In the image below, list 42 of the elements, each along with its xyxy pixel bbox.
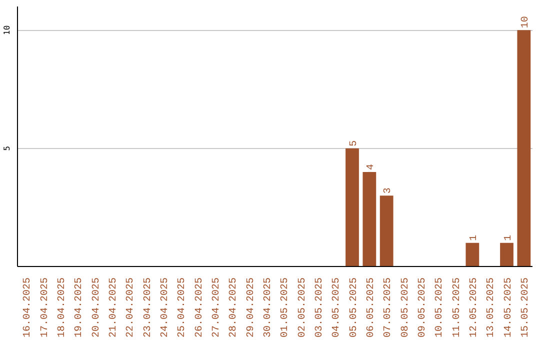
data-label: 5 (348, 140, 360, 146)
bar (380, 196, 394, 266)
x-tick-label: 19.04.2025 (74, 277, 86, 338)
x-tick-label: 05.05.2025 (348, 277, 360, 338)
data-label: 1 (468, 234, 480, 241)
x-tick-label: 09.05.2025 (417, 277, 428, 338)
data-label: 4 (366, 164, 377, 170)
x-tick-label: 30.04.2025 (262, 277, 274, 338)
x-tick-label: 22.04.2025 (126, 277, 137, 338)
x-tick-label: 04.05.2025 (332, 277, 343, 338)
x-tick-label: 25.04.2025 (177, 277, 188, 338)
x-tick-label: 02.05.2025 (297, 277, 308, 338)
x-tick-label: 16.04.2025 (22, 277, 34, 338)
bar (362, 172, 376, 266)
x-tick-label: 23.04.2025 (142, 277, 154, 338)
x-tick-label: 29.04.2025 (246, 277, 257, 338)
bar (466, 242, 480, 266)
x-tick-label: 03.05.2025 (314, 277, 326, 338)
data-label: 3 (383, 188, 394, 194)
x-tick-label: 26.04.2025 (194, 277, 206, 338)
x-tick-label: 20.04.2025 (91, 277, 102, 338)
x-tick-label: 07.05.2025 (383, 277, 394, 338)
x-tick-label: 18.04.2025 (56, 277, 68, 338)
x-tick-label: 01.05.2025 (280, 277, 292, 338)
data-label: 1 (503, 234, 514, 241)
x-tick-label: 13.05.2025 (486, 277, 498, 338)
x-tick-label: 17.04.2025 (40, 277, 51, 338)
x-tick-label: 27.04.2025 (211, 277, 222, 338)
x-tick-label: 14.05.2025 (503, 277, 514, 338)
bar (346, 148, 359, 266)
x-tick-label: 15.05.2025 (520, 277, 532, 338)
x-tick-label: 10.05.2025 (434, 277, 446, 338)
x-tick-label: 21.04.2025 (108, 277, 120, 338)
x-tick-label: 06.05.2025 (366, 277, 377, 338)
x-tick-label: 11.05.2025 (452, 277, 463, 338)
bar (500, 242, 514, 266)
x-tick-label: 08.05.2025 (400, 277, 412, 338)
x-tick-label: 12.05.2025 (468, 277, 480, 338)
data-label: 10 (520, 16, 532, 28)
x-tick-label: 28.04.2025 (228, 277, 240, 338)
x-tick-label: 24.04.2025 (160, 277, 171, 338)
bar (517, 30, 531, 266)
